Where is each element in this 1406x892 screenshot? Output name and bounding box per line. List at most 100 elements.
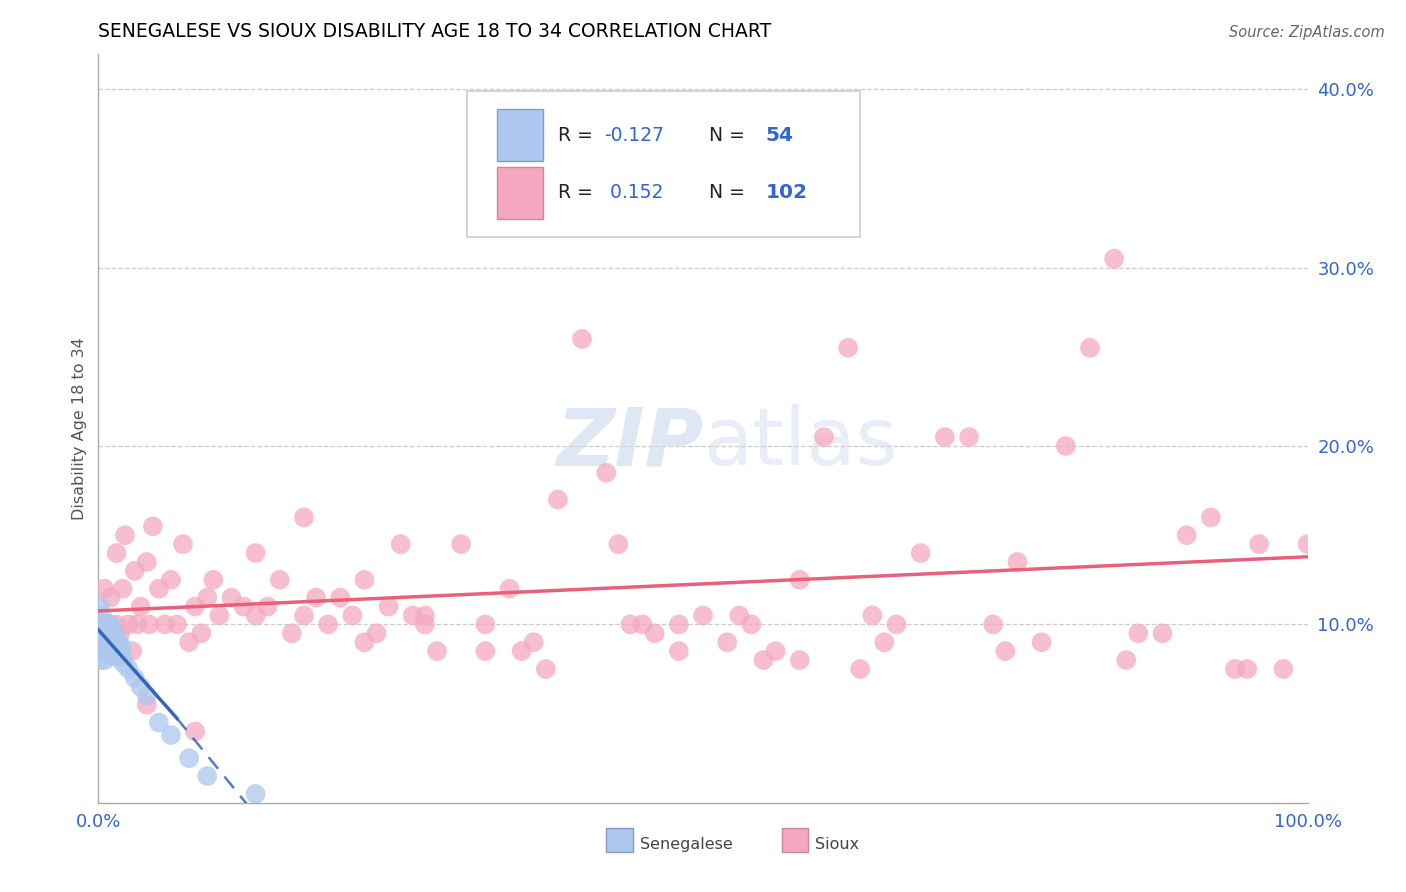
- Sioux: [413, 617, 436, 632]
- Senegalese: [104, 635, 127, 649]
- FancyBboxPatch shape: [606, 828, 633, 852]
- Sioux: [202, 573, 225, 587]
- Senegalese: [89, 626, 111, 640]
- Sioux: [668, 644, 690, 658]
- Sioux: [179, 635, 201, 649]
- Sioux: [148, 582, 170, 596]
- Senegalese: [148, 715, 170, 730]
- Senegalese: [91, 644, 114, 658]
- Sioux: [402, 608, 425, 623]
- Sioux: [450, 537, 472, 551]
- Senegalese: [97, 639, 120, 653]
- Sioux: [692, 608, 714, 623]
- Senegalese: [135, 689, 157, 703]
- Senegalese: [110, 639, 132, 653]
- Senegalese: [179, 751, 201, 765]
- Senegalese: [100, 630, 122, 644]
- Senegalese: [91, 639, 114, 653]
- Senegalese: [98, 639, 121, 653]
- Sioux: [728, 608, 751, 623]
- Sioux: [849, 662, 872, 676]
- Sioux: [1272, 662, 1295, 676]
- Sioux: [1236, 662, 1258, 676]
- Senegalese: [245, 787, 267, 801]
- Sioux: [329, 591, 352, 605]
- Sioux: [413, 608, 436, 623]
- Sioux: [93, 582, 115, 596]
- Sioux: [129, 599, 152, 614]
- Senegalese: [107, 649, 129, 664]
- Text: Source: ZipAtlas.com: Source: ZipAtlas.com: [1229, 25, 1385, 40]
- Senegalese: [108, 644, 131, 658]
- Sioux: [377, 599, 399, 614]
- Text: 54: 54: [766, 126, 794, 145]
- Senegalese: [195, 769, 218, 783]
- Sioux: [426, 644, 449, 658]
- Sioux: [342, 608, 364, 623]
- Senegalese: [98, 626, 121, 640]
- Sioux: [105, 617, 128, 632]
- Text: R =: R =: [558, 184, 599, 202]
- Senegalese: [96, 617, 118, 632]
- Sioux: [860, 608, 883, 623]
- Text: Sioux: Sioux: [815, 837, 859, 852]
- Sioux: [105, 546, 128, 560]
- Sioux: [789, 573, 811, 587]
- Sioux: [1102, 252, 1125, 266]
- Senegalese: [93, 653, 115, 667]
- Sioux: [934, 430, 956, 444]
- Sioux: [1152, 626, 1174, 640]
- Senegalese: [94, 621, 117, 635]
- Senegalese: [89, 644, 111, 658]
- Senegalese: [112, 657, 135, 671]
- Sioux: [1007, 555, 1029, 569]
- Sioux: [353, 573, 375, 587]
- Senegalese: [93, 635, 115, 649]
- Sioux: [138, 617, 160, 632]
- FancyBboxPatch shape: [467, 91, 860, 237]
- Senegalese: [89, 635, 111, 649]
- Sioux: [100, 591, 122, 605]
- Sioux: [1031, 635, 1053, 649]
- Senegalese: [91, 626, 114, 640]
- Sioux: [195, 591, 218, 605]
- Sioux: [910, 546, 932, 560]
- Sioux: [523, 635, 546, 649]
- Sioux: [498, 582, 520, 596]
- Senegalese: [96, 644, 118, 658]
- Sioux: [160, 573, 183, 587]
- Sioux: [752, 653, 775, 667]
- Senegalese: [90, 644, 112, 658]
- Senegalese: [91, 635, 114, 649]
- Sioux: [292, 510, 315, 524]
- Sioux: [644, 626, 666, 640]
- Senegalese: [101, 644, 124, 658]
- Sioux: [124, 564, 146, 578]
- Sioux: [114, 528, 136, 542]
- Sioux: [97, 617, 120, 632]
- Sioux: [135, 555, 157, 569]
- Senegalese: [107, 635, 129, 649]
- Sioux: [135, 698, 157, 712]
- Senegalese: [118, 662, 141, 676]
- Sioux: [837, 341, 859, 355]
- Text: R =: R =: [558, 126, 599, 145]
- Sioux: [172, 537, 194, 551]
- Senegalese: [89, 653, 111, 667]
- Sioux: [389, 537, 412, 551]
- Sioux: [886, 617, 908, 632]
- Senegalese: [90, 617, 112, 632]
- Sioux: [1078, 341, 1101, 355]
- Senegalese: [100, 639, 122, 653]
- Senegalese: [129, 680, 152, 694]
- Sioux: [245, 608, 267, 623]
- Sioux: [1115, 653, 1137, 667]
- Sioux: [740, 617, 762, 632]
- Sioux: [190, 626, 212, 640]
- Senegalese: [105, 649, 128, 664]
- Sioux: [668, 617, 690, 632]
- Senegalese: [97, 621, 120, 635]
- Sioux: [957, 430, 980, 444]
- Sioux: [292, 608, 315, 623]
- Sioux: [281, 626, 304, 640]
